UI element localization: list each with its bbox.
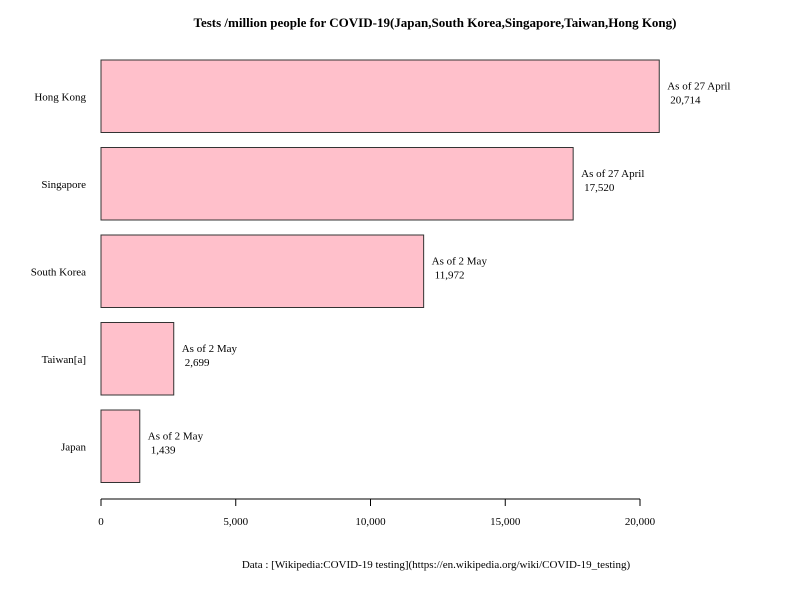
bar-value-label: 11,972 [435,269,465,281]
bar-annotation-date: As of 2 May [148,430,204,442]
category-labels: Hong Kong Singapore South Korea Taiwan[a] Ja… [31,91,87,453]
category-label: Taiwan[a] [42,354,86,366]
bar-annotations: As of 27 April 20,714 As of 27 April 17,520… [148,80,731,456]
bar-annotation-date: As of 27 April [581,168,644,180]
bar-value-label: 1,439 [151,444,176,456]
x-tick-label: 5,000 [223,516,248,528]
category-label: Singapore [41,179,86,191]
x-tick-label: 0 [98,516,104,528]
bar [100,322,175,396]
bar-annotation-date: As of 27 April [667,80,730,92]
category-label: Japan [61,441,87,453]
category-label: South Korea [31,266,86,278]
bar [100,147,574,221]
x-tick-label: 10,000 [355,516,386,528]
bar [100,409,141,483]
bars-layer [100,59,660,483]
bar-annotation-date: As of 2 May [182,343,238,355]
bar-value-label: 20,714 [670,94,701,106]
data-source-caption: Data : [Wikipedia:COVID-19 testing](http… [242,559,631,571]
category-label: Hong Kong [34,91,86,103]
bar [100,59,660,133]
x-axis: 0 5,000 10,000 15,000 20,000 [98,498,656,528]
bar-value-label: 2,699 [185,357,210,369]
x-tick-label: 20,000 [625,516,656,528]
bar-value-label: 17,520 [584,182,615,194]
x-tick-label: 15,000 [490,516,521,528]
bar-annotation-date: As of 2 May [432,255,488,267]
chart-title: Tests /million people for COVID-19(Japan… [193,15,676,30]
bar [100,234,425,308]
